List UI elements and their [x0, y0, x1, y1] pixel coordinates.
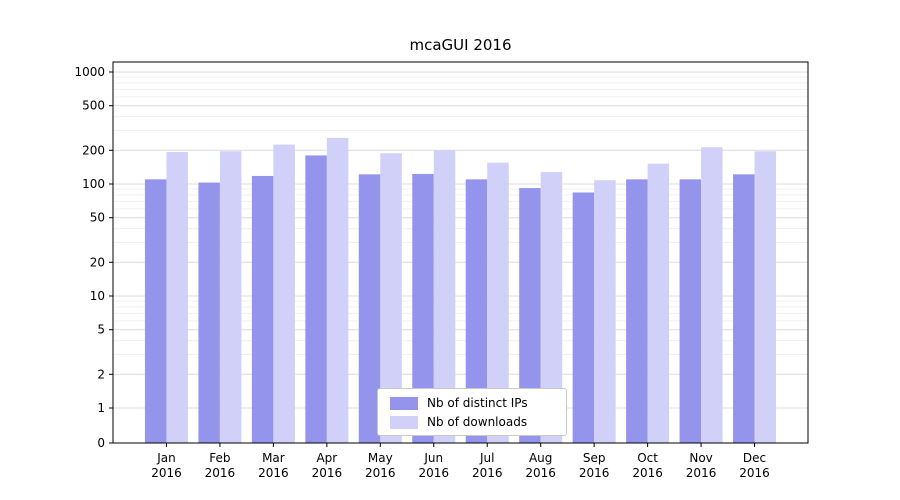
x-tick-label-month: Feb — [209, 451, 230, 465]
bar-downloads — [594, 180, 616, 444]
bar-downloads — [273, 144, 295, 444]
y-tick-label: 20 — [90, 255, 105, 269]
legend-swatch-distinct-ips — [390, 396, 418, 410]
legend-item-downloads: Nb of downloads — [390, 415, 556, 429]
legend-label-distinct-ips: Nb of distinct IPs — [427, 396, 528, 410]
x-tick-label-month: Apr — [316, 451, 337, 465]
legend-item-distinct-ips: Nb of distinct IPs — [390, 396, 556, 410]
bar-distinct-ips — [251, 175, 274, 443]
x-tick-label-month: Sep — [583, 451, 606, 465]
x-tick-label-month: Oct — [637, 451, 658, 465]
x-tick-label-month: Aug — [529, 451, 552, 465]
y-tick-label: 5 — [97, 323, 105, 337]
x-tick-label-month: Nov — [689, 451, 712, 465]
bar-distinct-ips — [572, 192, 595, 443]
bar-downloads — [701, 147, 723, 443]
bar-distinct-ips — [626, 179, 648, 443]
bar-distinct-ips — [412, 173, 434, 443]
x-tick-label-month: Dec — [743, 451, 766, 465]
x-tick-label-month: Jul — [479, 451, 494, 465]
x-tick-label-year: 2016 — [525, 466, 556, 480]
bar-distinct-ips — [305, 155, 327, 443]
y-tick-label: 200 — [82, 143, 105, 157]
y-tick-label: 2 — [97, 367, 105, 381]
plot-frame — [112, 61, 809, 444]
x-tick-label-year: 2016 — [739, 466, 770, 480]
bar-distinct-ips — [519, 188, 541, 443]
bar-downloads — [754, 151, 777, 443]
bar-downloads — [540, 171, 563, 443]
x-tick-label-year: 2016 — [365, 466, 396, 480]
x-tick-label-month: Mar — [262, 451, 285, 465]
x-tick-label-month: Jun — [423, 451, 443, 465]
y-tick-label: 1000 — [74, 65, 105, 79]
x-tick-label-year: 2016 — [579, 466, 610, 480]
x-tick-label-year: 2016 — [632, 466, 663, 480]
chart-title: mcaGUI 2016 — [409, 36, 512, 54]
x-tick-label-year: 2016 — [418, 466, 449, 480]
bar-downloads — [219, 151, 242, 443]
y-tick-label: 0 — [97, 436, 105, 450]
bar-downloads — [380, 153, 402, 444]
bar-downloads — [487, 162, 509, 443]
x-tick-label-year: 2016 — [258, 466, 289, 480]
x-tick-label-year: 2016 — [312, 466, 343, 480]
y-tick-label: 500 — [82, 99, 105, 113]
y-tick-label: 50 — [90, 211, 105, 225]
bar-distinct-ips — [144, 179, 167, 443]
x-tick-label-year: 2016 — [205, 466, 236, 480]
bar-downloads — [166, 152, 188, 443]
x-tick-label-year: 2016 — [686, 466, 717, 480]
bar-downloads — [647, 163, 670, 443]
y-tick-label: 1 — [97, 401, 105, 415]
legend-label-downloads: Nb of downloads — [427, 415, 528, 429]
bar-distinct-ips — [465, 179, 488, 443]
x-tick-label-month: May — [368, 451, 393, 465]
bar-distinct-ips — [358, 174, 381, 443]
legend-swatch-downloads — [390, 415, 418, 429]
legend: Nb of distinct IPs Nb of downloads — [377, 388, 567, 436]
x-tick-label-month: Jan — [156, 451, 176, 465]
y-tick-label: 100 — [82, 177, 105, 191]
x-tick-label-year: 2016 — [472, 466, 503, 480]
bar-distinct-ips — [198, 182, 220, 443]
x-tick-label-year: 2016 — [151, 466, 182, 480]
bar-distinct-ips — [733, 174, 755, 443]
bar-downloads — [433, 150, 456, 443]
bar-distinct-ips — [679, 179, 702, 443]
y-tick-label: 10 — [90, 289, 105, 303]
bar-downloads — [326, 137, 349, 443]
